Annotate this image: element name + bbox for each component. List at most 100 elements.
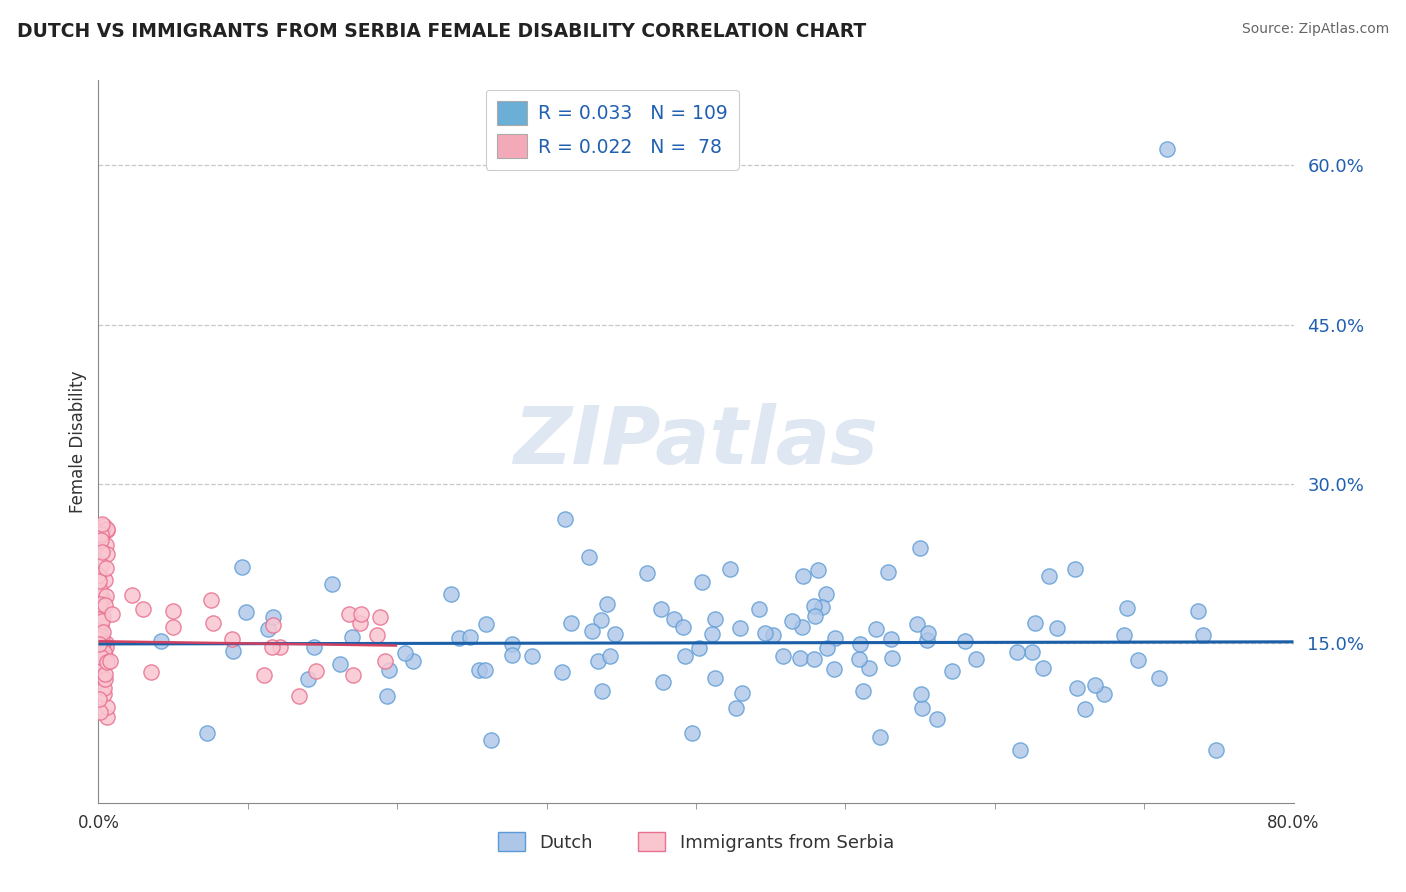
Point <box>93 681 115 696</box>
Point <box>501 648 523 662</box>
Point <box>1066 681 1088 696</box>
Point <box>672 620 695 634</box>
Point <box>90 533 112 547</box>
Point <box>762 627 785 641</box>
Point <box>905 617 928 632</box>
Point <box>479 733 502 747</box>
Point <box>91 671 114 685</box>
Point <box>1084 677 1107 691</box>
Point <box>636 566 658 581</box>
Point <box>96 640 118 655</box>
Legend: Dutch, Immigrants from Serbia: Dutch, Immigrants from Serbia <box>491 825 901 859</box>
Point <box>1074 702 1097 716</box>
Point <box>288 689 311 703</box>
Point <box>321 577 343 591</box>
Point <box>1008 742 1031 756</box>
Point <box>87 637 110 651</box>
Point <box>89 706 111 720</box>
Point <box>603 627 626 641</box>
Point <box>522 649 544 664</box>
Point <box>89 656 111 670</box>
Point <box>824 631 846 645</box>
Point <box>90 527 112 541</box>
Point <box>328 657 350 672</box>
Point <box>681 725 703 739</box>
Point <box>91 592 114 607</box>
Point <box>94 538 117 552</box>
Point <box>162 620 184 634</box>
Point <box>848 637 870 651</box>
Point <box>550 665 572 680</box>
Point <box>591 683 613 698</box>
Point <box>882 651 904 665</box>
Point <box>96 650 118 665</box>
Point <box>90 558 112 573</box>
Point <box>865 622 887 636</box>
Point <box>460 630 482 644</box>
Point <box>87 626 110 640</box>
Point <box>869 730 891 744</box>
Point <box>96 655 118 669</box>
Point <box>87 632 110 646</box>
Point <box>1024 616 1046 631</box>
Point <box>554 512 576 526</box>
Point <box>1187 604 1209 618</box>
Point <box>366 628 388 642</box>
Point <box>96 521 118 535</box>
Point <box>804 609 827 624</box>
Point <box>917 625 939 640</box>
Point <box>162 604 184 618</box>
Point <box>87 692 110 706</box>
Point <box>718 562 741 576</box>
Point <box>925 712 948 726</box>
Point <box>96 561 118 575</box>
Point <box>704 612 727 626</box>
Point <box>132 602 155 616</box>
Point <box>349 615 371 630</box>
Point <box>1156 142 1178 156</box>
Point <box>731 686 754 700</box>
Point <box>394 646 416 660</box>
Point <box>848 652 870 666</box>
Point <box>201 616 224 631</box>
Point <box>90 545 112 559</box>
Point <box>235 605 257 619</box>
Point <box>200 592 222 607</box>
Point <box>965 652 987 666</box>
Point <box>89 524 111 538</box>
Point <box>807 563 830 577</box>
Point <box>253 668 276 682</box>
Point <box>91 528 114 542</box>
Point <box>673 648 696 663</box>
Point <box>89 661 111 675</box>
Point <box>595 597 617 611</box>
Point <box>599 648 621 663</box>
Point <box>91 636 114 650</box>
Point <box>876 565 898 579</box>
Point <box>1114 628 1136 642</box>
Point <box>375 689 398 703</box>
Point <box>90 629 112 643</box>
Point <box>222 644 245 658</box>
Point <box>880 632 903 646</box>
Point <box>262 617 284 632</box>
Point <box>87 599 110 613</box>
Point <box>96 700 118 714</box>
Point <box>269 640 291 655</box>
Point <box>297 673 319 687</box>
Point <box>689 641 711 656</box>
Point <box>754 626 776 640</box>
Point <box>91 609 114 624</box>
Point <box>704 671 727 685</box>
Point <box>803 652 825 666</box>
Text: ZIPatlas: ZIPatlas <box>513 402 879 481</box>
Point <box>953 634 976 648</box>
Point <box>823 662 845 676</box>
Point <box>90 517 112 532</box>
Point <box>1192 628 1215 642</box>
Point <box>772 648 794 663</box>
Point <box>803 599 825 613</box>
Point <box>941 664 963 678</box>
Point <box>910 541 932 556</box>
Point <box>815 641 838 656</box>
